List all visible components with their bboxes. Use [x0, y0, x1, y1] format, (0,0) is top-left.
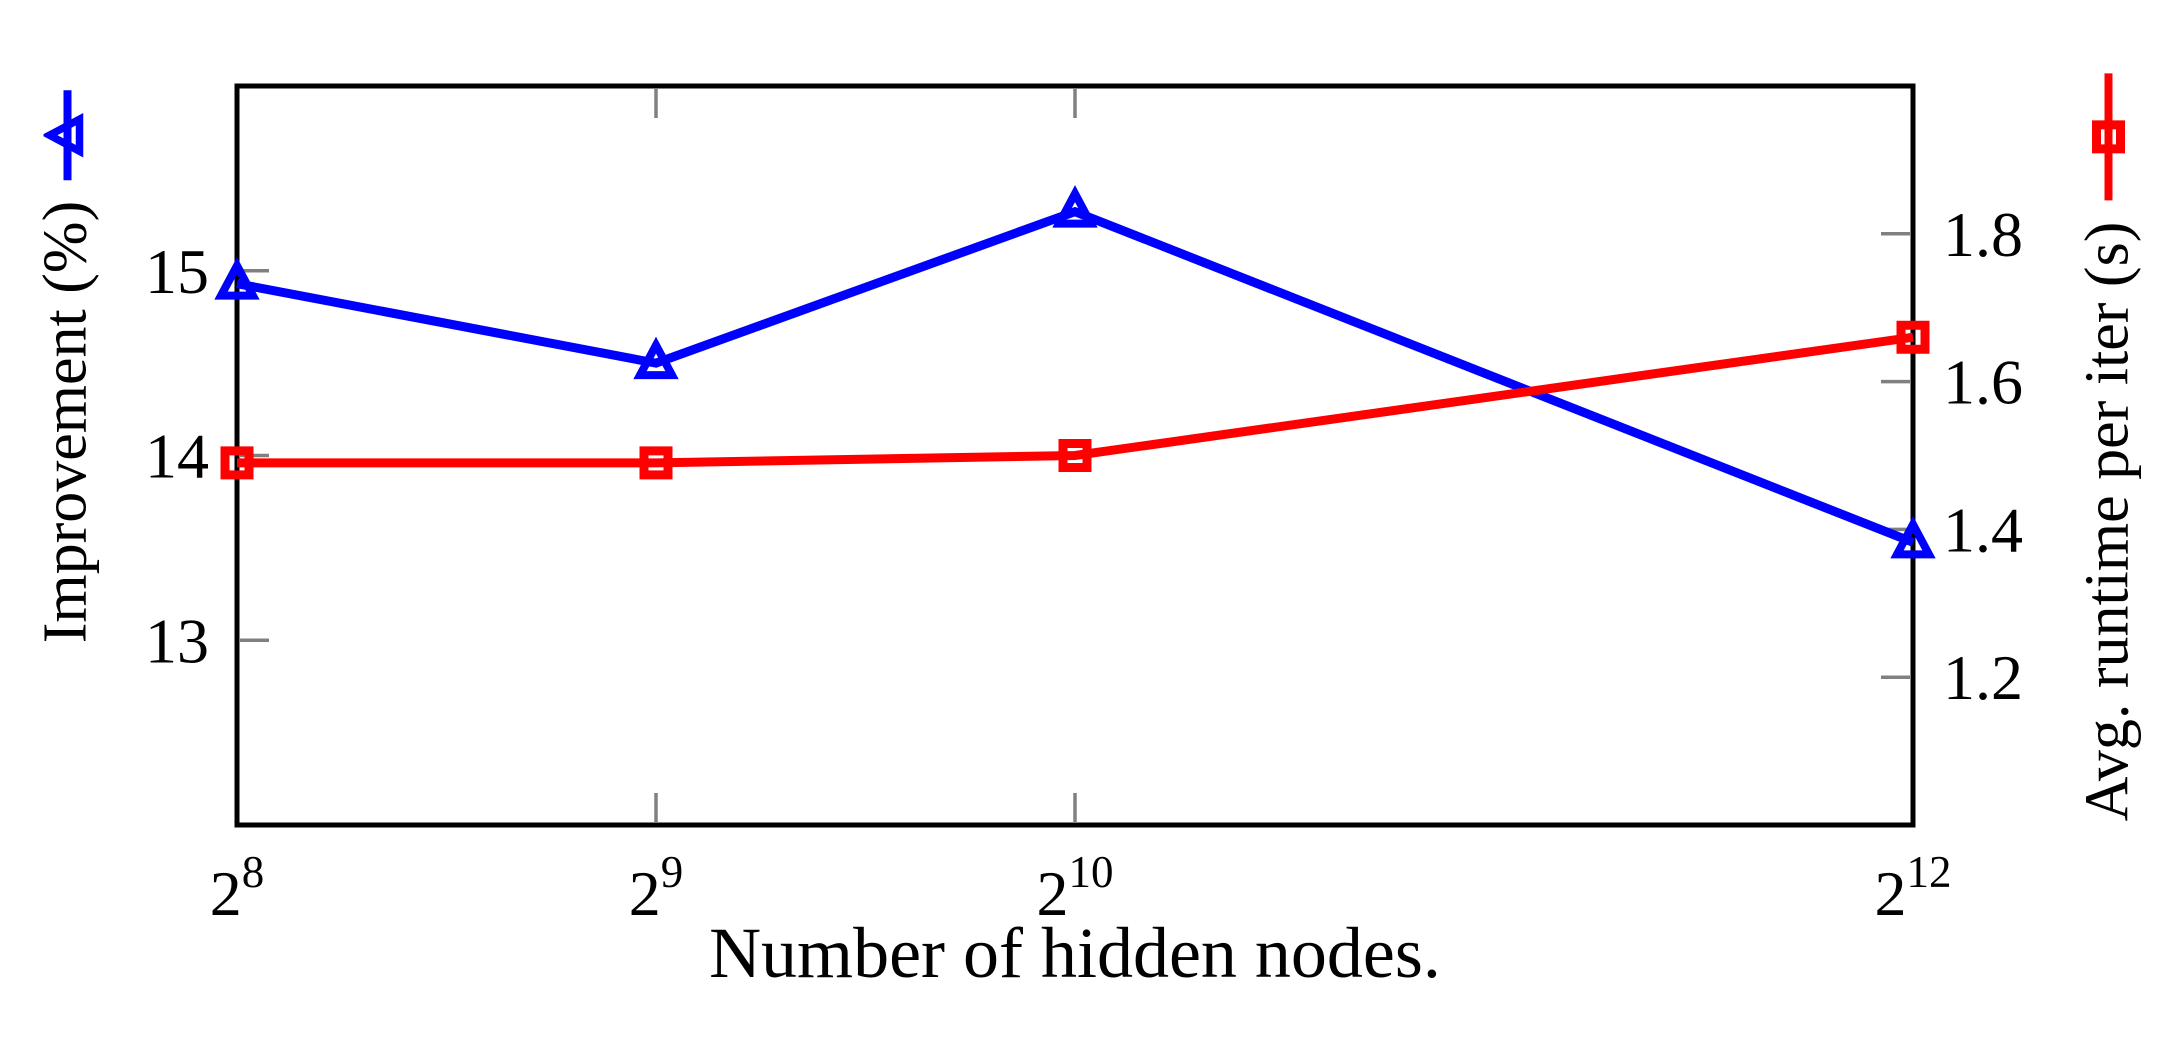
left-y-axis-label: Improvement (%)	[31, 200, 100, 644]
series-line-square	[237, 332, 1914, 468]
x-tick-label: 210	[1037, 847, 1114, 929]
square-marker	[639, 446, 673, 480]
square-marker	[220, 446, 254, 480]
x-axis-label: Number of hidden nodes.	[709, 913, 1441, 993]
x-tick-label: 212	[1875, 847, 1952, 929]
tick-marks	[240, 89, 1910, 822]
right-y-tick-label: 1.8	[1943, 199, 2023, 270]
x-tick-label: 28	[210, 847, 265, 929]
square-marker	[1896, 320, 1930, 354]
triangle-marker	[214, 257, 260, 300]
tick-labels: 28 29 210 212 13 14 15 1.2 1.4 1.6 1.8	[145, 199, 2023, 929]
left-y-tick-label: 14	[145, 421, 209, 492]
square-marker	[1058, 439, 1092, 472]
triangle-marker	[633, 336, 679, 380]
right-y-axis-label: Avg. runtime per iter (s)	[2073, 221, 2142, 822]
triangle-marker	[1052, 185, 1098, 228]
right-y-tick-label: 1.2	[1943, 642, 2023, 713]
right-y-tick-label: 1.4	[1943, 494, 2023, 565]
x-tick-label: 29	[629, 847, 684, 929]
series-line-triangle	[236, 206, 1915, 547]
triangle-marker	[1890, 515, 1936, 559]
legend-line-triangle-icon	[43, 89, 83, 180]
left-y-tick-label: 13	[145, 605, 209, 676]
right-y-tick-label: 1.6	[1943, 347, 2023, 418]
legend-line-square-icon	[2091, 73, 2125, 201]
plot-frame	[234, 83, 1916, 828]
left-y-tick-label: 15	[145, 236, 209, 307]
